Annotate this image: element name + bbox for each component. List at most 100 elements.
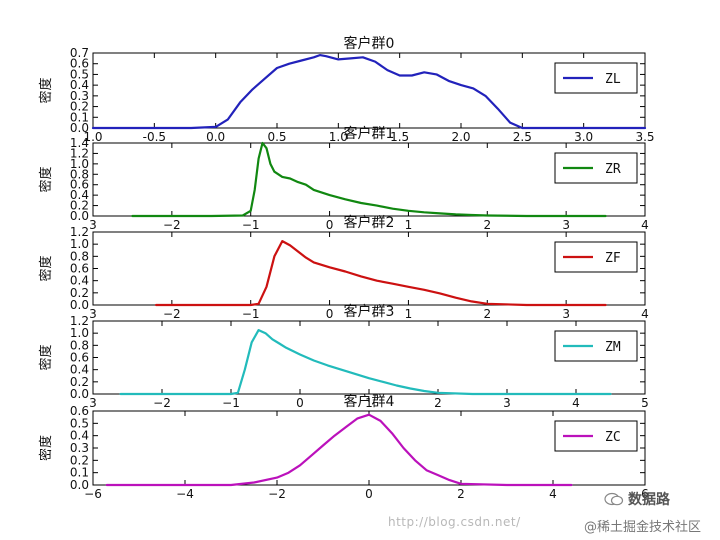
x-tick-label: 2: [457, 487, 465, 501]
x-tick-label: -0.5: [143, 130, 166, 144]
series-line-zr: [131, 141, 607, 218]
y-tick-label: 0.3: [70, 89, 89, 103]
y-tick-label: 0.2: [70, 453, 89, 467]
x-tick-label: 0.0: [206, 130, 225, 144]
chart-title: 客户群3: [344, 303, 395, 320]
y-axis-label: 密度: [38, 435, 54, 461]
subplot-0: 0.00.10.20.30.40.50.60.71.0 -0.5 0.0 0.5 1.0…: [38, 35, 655, 144]
series-line-zc: [105, 413, 573, 487]
legend: ZF: [554, 241, 638, 273]
legend-entry: ZC: [605, 430, 621, 445]
legend-entry: ZM: [605, 340, 621, 355]
y-tick-label: 0.0: [70, 121, 89, 135]
y-axis-label: 密度: [38, 77, 54, 103]
legend-entry: ZF: [605, 251, 621, 266]
y-tick-label: 0.6: [70, 262, 89, 276]
y-tick-label: 0.3: [70, 441, 89, 455]
legend-entry: ZL: [605, 72, 621, 87]
y-tick-label: 0.4: [70, 274, 89, 288]
y-tick-label: 0.6: [70, 57, 89, 71]
legend-entry: ZR: [605, 162, 621, 177]
y-tick-label: 0.4: [70, 78, 89, 92]
y-tick-label: 0.4: [70, 188, 89, 202]
y-tick-label: 0.2: [70, 286, 89, 300]
chart-title: 客户群4: [344, 393, 395, 410]
x-tick-label: 3: [562, 218, 570, 232]
wechat-logo-icon: [604, 492, 624, 506]
y-tick-label: 0.8: [70, 249, 89, 263]
x-tick-label: −2: [163, 218, 181, 232]
chart-title: 客户群0: [344, 35, 395, 52]
x-tick-label: 4: [641, 218, 649, 232]
y-tick-label: 1.2: [70, 225, 89, 239]
x-tick-label: 2: [483, 218, 491, 232]
x-tick-label: 2: [483, 307, 491, 321]
y-tick-label: 0.6: [70, 178, 89, 192]
chart-title: 客户群1: [344, 125, 395, 142]
y-tick-label: 0.2: [70, 100, 89, 114]
y-axis-label: 密度: [38, 255, 54, 281]
x-tick-label: 1.0: [329, 130, 348, 144]
y-tick-label: 0.2: [70, 375, 89, 389]
y-tick-label: 1.4: [70, 136, 89, 150]
x-tick-label: 3: [89, 218, 97, 232]
watermark-brand: 数据路: [628, 492, 670, 508]
x-tick-label: 0: [296, 396, 304, 410]
x-tick-label: 2.5: [513, 130, 532, 144]
x-tick-label: 2: [434, 396, 442, 410]
y-tick-label: 1.2: [70, 146, 89, 160]
x-tick-label: −6: [84, 487, 102, 501]
x-tick-label: 1.0: [83, 130, 102, 144]
chart-title: 客户群2: [344, 214, 395, 231]
y-tick-label: 1.0: [70, 326, 89, 340]
x-tick-label: 0: [326, 307, 334, 321]
y-tick-label: 0.8: [70, 338, 89, 352]
y-axis-label: 密度: [38, 166, 54, 192]
x-tick-label: 4: [641, 307, 649, 321]
legend: ZR: [554, 152, 638, 184]
x-tick-label: 0: [365, 487, 373, 501]
watermark-community: @稀土掘金技术社区: [584, 520, 702, 535]
x-tick-label: 2.0: [451, 130, 470, 144]
y-tick-label: 0.4: [70, 429, 89, 443]
plot-frame: [92, 52, 646, 129]
x-tick-label: −4: [176, 487, 194, 501]
y-tick-label: 0.0: [70, 298, 89, 312]
x-tick-label: 4: [549, 487, 557, 501]
x-tick-label: 5: [641, 396, 649, 410]
legend: ZM: [554, 330, 638, 362]
y-tick-label: 0.5: [70, 416, 89, 430]
y-tick-label: 0.2: [70, 199, 89, 213]
y-tick-label: 0.5: [70, 67, 89, 81]
x-tick-label: −2: [163, 307, 181, 321]
x-tick-label: 3: [89, 307, 97, 321]
y-tick-label: 0.7: [70, 46, 89, 60]
subplot-4: 0.00.10.20.30.40.50.6 −6 −4 −2 0 2 4 6 客户群4 密度 ZC: [38, 393, 649, 501]
series-line-zf: [155, 240, 607, 307]
x-tick-label: 0.5: [267, 130, 286, 144]
x-tick-label: 4: [572, 396, 580, 410]
x-tick-label: 1: [365, 396, 373, 410]
y-tick-label: 1.2: [70, 314, 89, 328]
y-tick-label: 0.1: [70, 110, 89, 124]
legend: ZC: [554, 420, 638, 452]
watermark-url: http://blog.csdn.net/: [388, 515, 521, 529]
x-tick-label: 1.5: [390, 130, 409, 144]
x-tick-label: −2: [268, 487, 286, 501]
y-tick-label: 1.0: [70, 237, 89, 251]
x-tick-label: 3: [562, 307, 570, 321]
x-tick-label: 3.0: [574, 130, 593, 144]
x-tick-label: 3.5: [635, 130, 654, 144]
x-tick-label: −1: [222, 396, 240, 410]
y-axis-label: 密度: [38, 344, 54, 370]
x-tick-label: −1: [242, 218, 260, 232]
y-tick-label: 0.6: [70, 404, 89, 418]
x-tick-label: 1: [405, 307, 413, 321]
y-tick-label: 0.6: [70, 351, 89, 365]
x-tick-label: 1: [405, 218, 413, 232]
subplot-1: 0.00.20.40.60.81.01.21.43 −2 −1 0 1 2 3 4客户群1密度…: [38, 125, 649, 232]
y-tick-label: 0.0: [70, 478, 89, 492]
